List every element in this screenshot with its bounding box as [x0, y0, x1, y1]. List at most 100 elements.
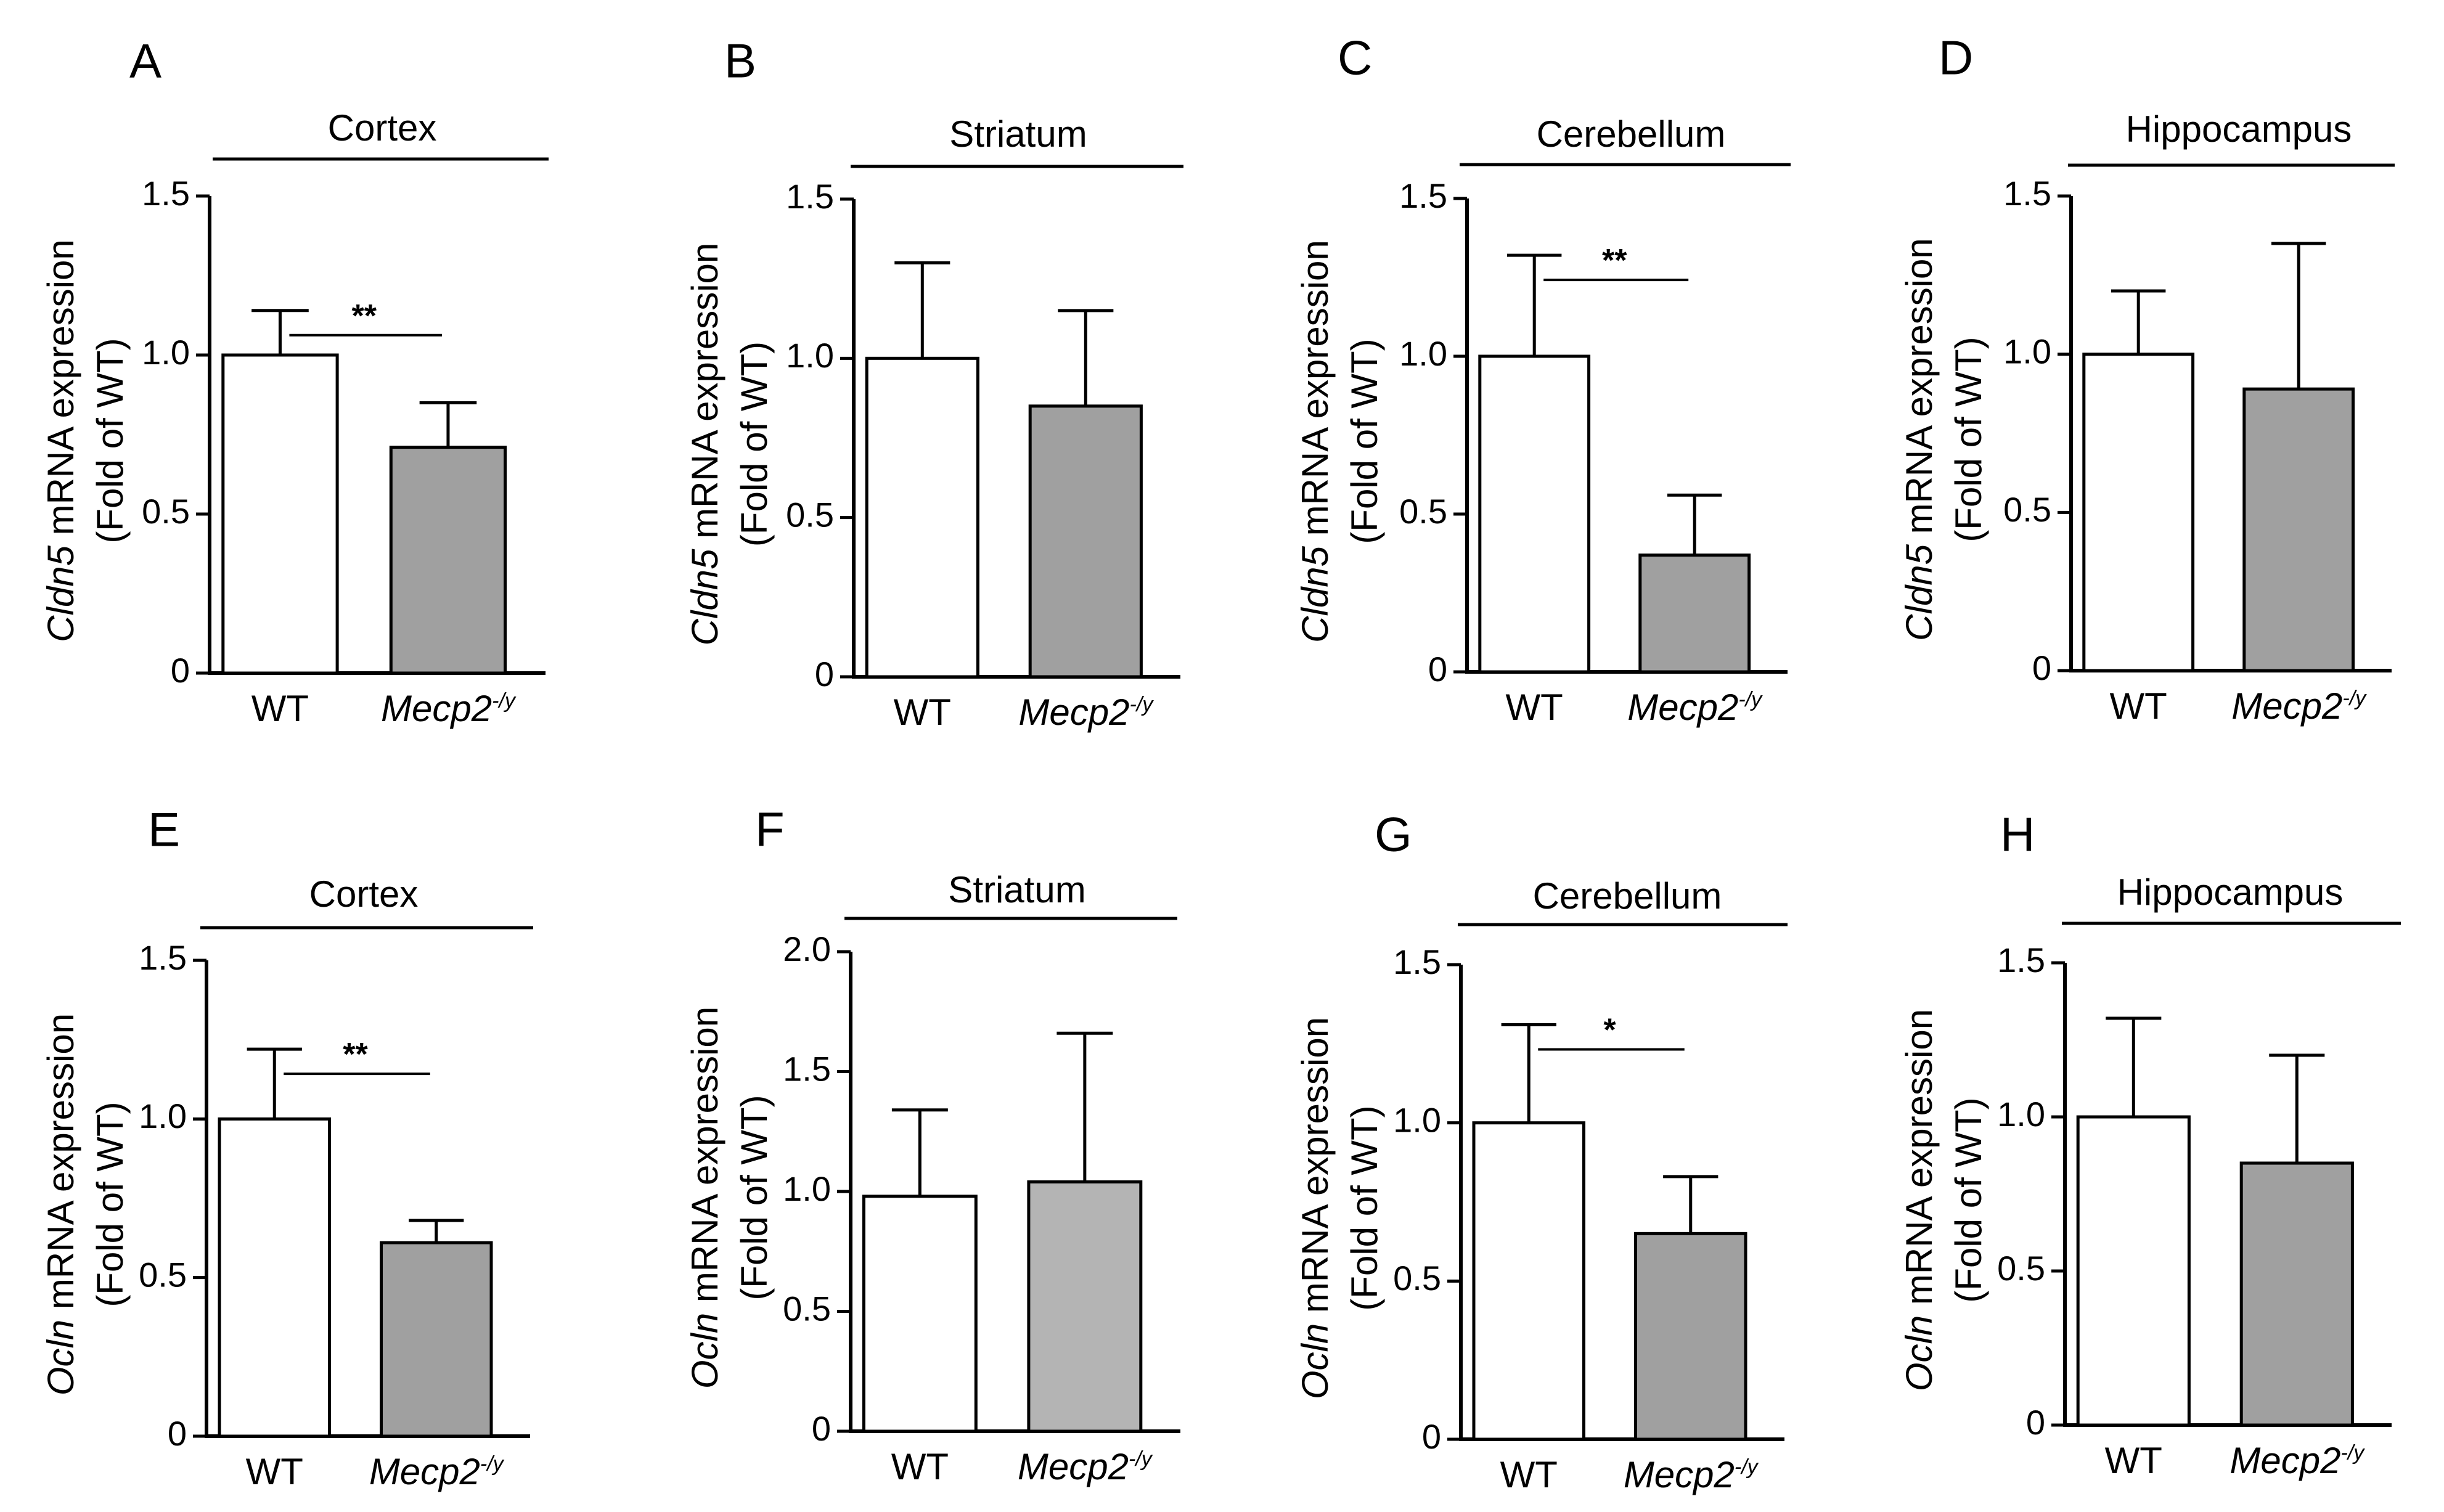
category-label: Mecp2-/y [2229, 1440, 2365, 1481]
category-label: WT [894, 692, 951, 733]
category-label: Mecp2-/y [2231, 685, 2367, 727]
y-axis-label: Cldn5 mRNA expression [1898, 238, 1940, 641]
y-tick-label: 0.5 [1997, 1249, 2045, 1288]
region-title: Hippocampus [2117, 872, 2344, 913]
y-tick-label: 0.5 [1399, 492, 1447, 531]
bar-mecp2 [2242, 387, 2355, 672]
category-superscript: -/y [1738, 688, 1763, 711]
y-tick-label: 0 [2032, 648, 2051, 687]
panel-h: H Hippocampus 0 0.5 1.0 1.5 WT Mecp2-/y Ocln mRN… [1898, 807, 2401, 1481]
y-axis-sublabel: (Fold of WT) [734, 1095, 775, 1300]
bar-mecp2 [1027, 1180, 1143, 1433]
category-superscript: -/y [1735, 1455, 1759, 1479]
category-label: Mecp2-/y [1018, 692, 1154, 733]
category-label: Mecp2-/y [1624, 1454, 1759, 1495]
y-axis-sublabel: (Fold of WT) [734, 341, 775, 547]
y-axis-label: Ocln mRNA expression [684, 1007, 725, 1389]
panel-f: F Striatum 0 0.5 1.0 1.5 2.0 WT Mecp2-/y Ocln mRN… [684, 803, 1180, 1487]
y-tick-label: 1.5 [2003, 174, 2051, 213]
y-tick-label: 0.5 [139, 1255, 187, 1294]
y-tick-label: 0 [2026, 1403, 2045, 1442]
bar-mecp2 [1634, 1232, 1747, 1441]
y-axis-label: Ocln mRNA expression [1294, 1017, 1336, 1399]
panel-letter: C [1338, 31, 1372, 85]
gene-name: Ocln [1294, 1313, 1336, 1399]
panel-c: C Cerebellum 0 0.5 1.0 1.5 WT Mecp2-/y ** Cldn5 m… [1294, 31, 1791, 728]
y-tick-label: 0 [171, 651, 190, 690]
y-tick-label: 1.5 [142, 174, 190, 213]
bar-wt [221, 353, 339, 675]
panel-e: E Cortex 0 0.5 1.0 1.5 WT Mecp2-/y ** Ocln mRNA e… [40, 803, 533, 1492]
bar-wt [1472, 1121, 1585, 1441]
gene-name: Cldn5 [40, 535, 81, 642]
y-axis-label-text: mRNA expression [1898, 1009, 1940, 1305]
category-label: Mecp2-/y [381, 688, 517, 729]
significance-label: * [1603, 1013, 1616, 1048]
category-label: WT [251, 688, 309, 729]
region-title: Cerebellum [1533, 875, 1722, 917]
panel-letter: A [129, 34, 161, 88]
y-axis-label: Ocln mRNA expression [40, 1013, 81, 1396]
category-superscript: -/y [1129, 1447, 1153, 1471]
category-label: WT [1506, 687, 1563, 728]
gene-name: Cldn5 [1898, 534, 1940, 640]
panel-a: A Cortex 0 0.5 1.0 1.5 WT Mecp2-/y ** Cldn5 mRNA … [40, 34, 549, 729]
y-axis-label-text: mRNA expression [40, 1013, 81, 1309]
y-axis-sublabel: (Fold of WT) [1948, 337, 1989, 542]
y-tick-label: 0 [815, 655, 834, 693]
y-axis-label-text: mRNA expression [1898, 238, 1940, 534]
y-axis-sublabel: (Fold of WT) [89, 338, 131, 543]
y-tick-label: 1.0 [786, 336, 834, 375]
panel-letter: E [148, 803, 180, 857]
category-label: WT [246, 1451, 303, 1492]
y-axis-sublabel: (Fold of WT) [1344, 338, 1385, 544]
y-axis-sublabel: (Fold of WT) [1948, 1097, 1989, 1302]
gene-name: Ocln [684, 1302, 725, 1389]
y-tick-label: 1.5 [1997, 941, 2045, 979]
y-tick-label: 1.5 [1393, 942, 1441, 981]
y-tick-label: 0 [812, 1409, 831, 1448]
category-superscript: -/y [2340, 1441, 2365, 1465]
region-title: Striatum [948, 869, 1085, 910]
y-tick-label: 0 [1428, 650, 1447, 689]
y-tick-label: 1.5 [786, 177, 834, 216]
bar-mecp2 [1028, 404, 1143, 679]
y-axis-sublabel: (Fold of WT) [1344, 1105, 1385, 1310]
panel-letter: D [1939, 31, 1973, 85]
y-axis-label-text: mRNA expression [1294, 1017, 1336, 1313]
y-tick-label: 1.5 [1399, 176, 1447, 215]
bar-mecp2 [2239, 1161, 2354, 1427]
y-axis-label-text: mRNA expression [684, 1007, 725, 1302]
gene-name: Ocln [40, 1309, 81, 1396]
y-axis-label-text: mRNA expression [40, 239, 81, 535]
y-tick-label: 1.0 [142, 333, 190, 372]
category-label: WT [891, 1446, 949, 1487]
y-axis-label-text: mRNA expression [1294, 240, 1336, 536]
bar-wt [862, 1195, 978, 1433]
y-tick-label: 0 [1422, 1417, 1441, 1456]
region-title: Cortex [328, 107, 437, 149]
bar-wt [1478, 354, 1591, 674]
y-axis-label: Cldn5 mRNA expression [40, 239, 81, 642]
bar-mecp2 [1638, 554, 1751, 674]
bar-wt [2076, 1115, 2191, 1427]
bar-wt [865, 356, 979, 679]
y-tick-label: 1.0 [1393, 1100, 1441, 1139]
y-axis-label-text: mRNA expression [684, 243, 725, 539]
y-axis-label: Ocln mRNA expression [1898, 1009, 1940, 1391]
panel-letter: G [1375, 807, 1412, 862]
bar-wt [218, 1117, 331, 1438]
significance-label: ** [343, 1037, 368, 1073]
y-tick-label: 0.5 [142, 492, 190, 531]
category-superscript: -/y [480, 1452, 505, 1476]
panel-letter: F [755, 803, 785, 857]
y-axis-label: Cldn5 mRNA expression [1294, 240, 1336, 643]
category-label: WT [2110, 685, 2167, 727]
y-tick-label: 0.5 [1393, 1259, 1441, 1297]
y-tick-label: 1.5 [139, 938, 187, 977]
category-label: Mecp2-/y [1018, 1446, 1153, 1487]
panel-b: B Striatum 0 0.5 1.0 1.5 WT Mecp2-/y Cldn5 mRNA … [684, 34, 1183, 733]
gene-name: Ocln [1898, 1305, 1940, 1391]
y-tick-label: 2.0 [783, 930, 831, 968]
